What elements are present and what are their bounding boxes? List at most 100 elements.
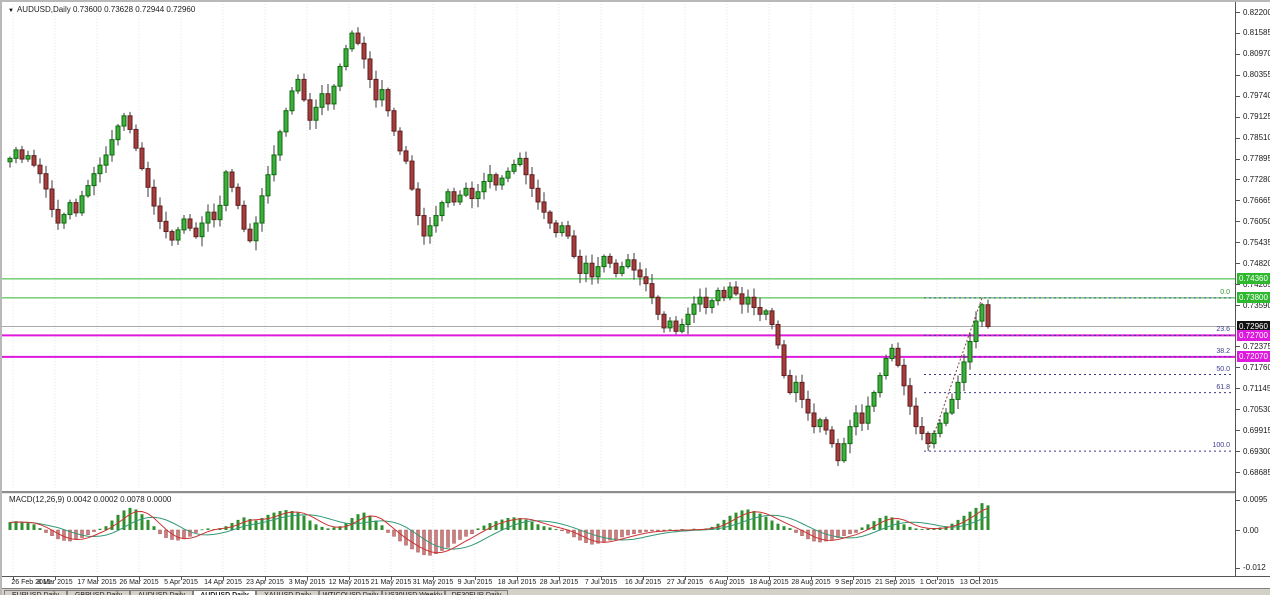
candle-body xyxy=(385,89,391,112)
candle-body xyxy=(595,266,601,278)
macd-bar-positive xyxy=(878,517,882,530)
date-axis-label: 28 Jun 2015 xyxy=(539,579,579,586)
candle-body xyxy=(145,168,151,188)
candle-body xyxy=(913,405,919,428)
candle-body xyxy=(43,173,49,190)
date-axis-tick xyxy=(979,577,980,580)
candle-body xyxy=(895,347,901,366)
symbol-dropdown-icon[interactable]: ▼ xyxy=(8,8,14,14)
price-axis-tick xyxy=(1236,305,1240,307)
price-axis-tick xyxy=(1236,137,1240,139)
candle-body xyxy=(721,289,727,298)
macd-bar-negative xyxy=(812,529,816,542)
price-axis-label: 0.77280 xyxy=(1243,174,1270,184)
macd-bar-negative xyxy=(452,529,456,544)
macd-bar-positive xyxy=(206,528,210,530)
macd-bar-negative xyxy=(650,529,654,532)
candle-body xyxy=(79,195,85,214)
macd-bar-negative xyxy=(854,529,858,533)
candle-body xyxy=(331,85,337,105)
candle-body xyxy=(499,177,505,186)
candle-body xyxy=(877,375,883,394)
tab-audusd-daily-3[interactable]: AUDUSD Daily xyxy=(193,590,256,595)
date-axis-label: 27 Jul 2015 xyxy=(666,579,704,586)
tab-wticousd-daily-5[interactable]: WTICOUSD Daily xyxy=(319,590,382,595)
macd-bar-positive xyxy=(314,524,318,530)
macd-bar-negative xyxy=(194,529,198,533)
price-axis-label: 0.69300 xyxy=(1243,446,1270,456)
candle-body xyxy=(61,214,67,224)
date-axis-label: 14 Apr 2015 xyxy=(204,579,242,586)
candle-body xyxy=(937,422,943,434)
date-axis-tick xyxy=(475,577,476,580)
date-axis-tick xyxy=(601,577,602,580)
macd-bar-negative xyxy=(818,529,822,543)
main-chart-area[interactable]: ▼ AUDUSD,Daily 0.73600 0.73628 0.72944 0.… xyxy=(2,2,1235,492)
macd-panel[interactable]: MACD(12,26,9) 0.0042 0.0002 0.0078 0.000… xyxy=(2,493,1235,576)
candle-body xyxy=(319,93,325,108)
macd-bar-positive xyxy=(770,520,774,530)
tab-gbpusd-daily-1[interactable]: GBPUSD Daily xyxy=(67,590,130,595)
price-axis[interactable]: 0.82200 0.81585 0.80970 0.80355 0.79740 0.791… xyxy=(1235,2,1270,576)
candle-body xyxy=(31,155,37,166)
macd-bar-negative xyxy=(848,529,852,535)
candle-body xyxy=(103,154,109,166)
candle-body xyxy=(703,296,709,308)
candle-body xyxy=(391,110,397,132)
candle-body xyxy=(139,147,145,170)
date-axis[interactable]: 26 Feb 2015 8 Mar 2015 17 Mar 2015 26 Mar 2… xyxy=(2,576,1270,589)
macd-bar-negative xyxy=(74,529,78,540)
tab-de30eur-daily-7[interactable]: DE30EUR Daily xyxy=(445,590,508,595)
candle-body xyxy=(121,115,127,127)
price-axis-label: 0.73590 xyxy=(1243,300,1270,310)
fib-diagonal-line[interactable] xyxy=(927,297,983,452)
macd-bar-positive xyxy=(278,511,282,530)
candle-body xyxy=(697,296,703,305)
candle-body xyxy=(565,225,571,237)
candle-body xyxy=(295,78,301,92)
tab-xauusd-daily-4[interactable]: XAUUSD Daily xyxy=(256,590,319,595)
macd-bar-positive xyxy=(104,526,108,530)
date-axis-tick xyxy=(181,577,182,580)
macd-bar-positive xyxy=(524,519,528,530)
candle-body xyxy=(931,432,937,445)
price-axis-tick xyxy=(1236,388,1240,390)
fib-level-label-23.6: 23.6 xyxy=(1216,326,1230,334)
candle-body xyxy=(817,419,823,428)
tab-us30usd-weekly-6[interactable]: US30USD Weekly xyxy=(382,590,445,595)
panel-divider[interactable] xyxy=(2,491,1235,494)
tab-audusd-daily-2[interactable]: AUDUSD Daily xyxy=(130,590,193,595)
price-axis-label: 0.80355 xyxy=(1243,70,1270,80)
macd-bar-negative xyxy=(626,529,630,536)
candle-body xyxy=(313,106,319,121)
chart-tabs-bar: EURUSD DailyGBPUSD DailyAUDUSD DailyAUDU… xyxy=(2,588,1270,595)
date-axis-tick xyxy=(349,577,350,580)
candle-body xyxy=(115,125,121,141)
candle-body xyxy=(781,344,787,377)
candle-body xyxy=(769,310,775,325)
candle-body xyxy=(97,164,103,175)
macd-bar-positive xyxy=(968,511,972,530)
price-axis-tick xyxy=(1236,346,1240,348)
candle-body xyxy=(217,204,223,221)
price-axis-tick xyxy=(1236,200,1240,202)
macd-bar-positive xyxy=(308,520,312,530)
candle-body xyxy=(343,48,349,67)
date-axis-label: 9 Sep 2015 xyxy=(835,579,871,586)
macd-bar-negative xyxy=(638,529,642,533)
macd-bar-positive xyxy=(530,521,534,530)
macd-bar-positive xyxy=(380,525,384,530)
macd-bar-positive xyxy=(14,521,18,530)
macd-bar-negative xyxy=(410,529,414,550)
macd-bar-positive xyxy=(254,520,258,530)
price-axis-label: 0.69915 xyxy=(1243,425,1270,435)
candle-body xyxy=(175,229,181,241)
candle-body xyxy=(259,195,265,224)
macd-bar-negative xyxy=(464,529,468,537)
candle-body xyxy=(601,255,607,268)
macd-bar-positive xyxy=(752,511,756,530)
candle-body xyxy=(553,222,559,234)
macd-bar-positive xyxy=(368,515,372,530)
tab-eurusd-daily-0[interactable]: EURUSD Daily xyxy=(4,590,67,595)
